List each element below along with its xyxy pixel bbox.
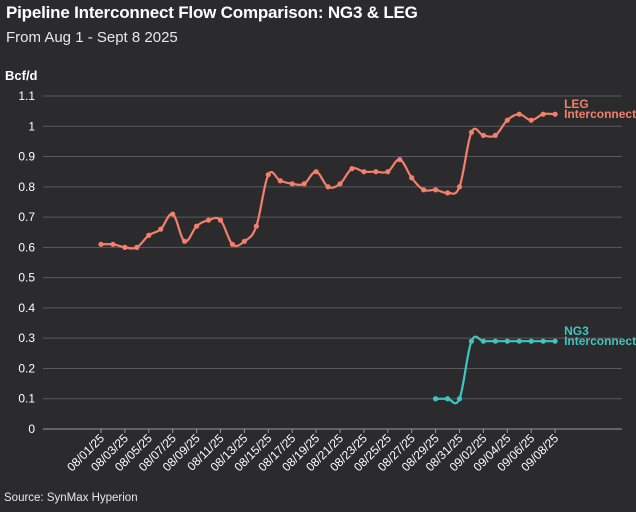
y-tick-label: 0.3 bbox=[18, 331, 35, 345]
ng3-series-line bbox=[435, 335, 556, 405]
leg-series-line bbox=[100, 112, 556, 250]
ng3-data-point bbox=[528, 338, 534, 344]
leg-data-point bbox=[170, 211, 176, 217]
ng3-data-point bbox=[552, 338, 558, 344]
leg-data-point bbox=[409, 175, 415, 181]
y-tick-label: 0.7 bbox=[18, 210, 35, 224]
grid-lines bbox=[43, 95, 622, 430]
ng3-data-point bbox=[433, 396, 439, 402]
ng3-data-point bbox=[480, 338, 486, 344]
leg-data-point bbox=[313, 169, 319, 175]
leg-series-label: LEG bbox=[564, 97, 589, 111]
y-tick-label: 1.1 bbox=[18, 89, 35, 103]
y-tick-label: 0.1 bbox=[18, 392, 35, 406]
leg-data-point bbox=[277, 178, 283, 184]
leg-data-point bbox=[301, 181, 307, 187]
leg-data-point bbox=[456, 184, 463, 190]
y-tick-label: 0.6 bbox=[18, 240, 35, 254]
y-axis-label: Bcf/d bbox=[5, 68, 38, 83]
leg-data-point bbox=[528, 117, 534, 123]
leg-data-point bbox=[444, 190, 451, 196]
leg-data-point bbox=[217, 217, 224, 223]
leg-data-point bbox=[146, 232, 152, 238]
leg-data-point bbox=[325, 184, 331, 190]
chart-subtitle: From Aug 1 - Sept 8 2025 bbox=[6, 29, 178, 46]
ng3-data-point bbox=[504, 338, 510, 344]
leg-data-point bbox=[229, 241, 236, 247]
y-tick-label: 0.5 bbox=[18, 271, 35, 285]
leg-data-point bbox=[361, 169, 367, 175]
leg-data-point bbox=[265, 172, 271, 178]
leg-data-point bbox=[480, 132, 486, 138]
leg-data-point bbox=[337, 181, 343, 187]
y-tick-label: 0.2 bbox=[18, 361, 35, 375]
leg-data-point bbox=[134, 244, 140, 250]
leg-data-point bbox=[552, 111, 558, 117]
x-axis-ticks: 08/01/2508/03/2508/05/2508/07/2508/09/25… bbox=[64, 429, 561, 474]
source-note: Source: SynMax Hyperion bbox=[4, 492, 138, 504]
ng3-data-point bbox=[468, 338, 475, 344]
leg-data-point bbox=[194, 223, 200, 229]
y-tick-label: 0.4 bbox=[18, 301, 35, 315]
y-tick-label: 0.8 bbox=[18, 180, 35, 194]
leg-data-point bbox=[540, 111, 546, 117]
leg-data-point bbox=[253, 223, 259, 229]
leg-data-point bbox=[158, 226, 164, 232]
chart-title: Pipeline Interconnect Flow Comparison: N… bbox=[6, 3, 418, 22]
leg-data-point bbox=[110, 241, 116, 247]
leg-data-point bbox=[98, 241, 104, 247]
leg-data-point bbox=[385, 169, 391, 175]
leg-data-point bbox=[516, 111, 522, 117]
y-axis-ticks: 0 0.1 0.2 0.3 0.4 0.5 0.6 0.7 0.8 0.9 1 1.1 bbox=[18, 89, 35, 436]
series-group bbox=[98, 111, 558, 405]
leg-data-point bbox=[421, 187, 427, 193]
leg-data-point bbox=[289, 181, 295, 187]
leg-data-point bbox=[349, 166, 355, 172]
leg-data-point bbox=[433, 187, 439, 193]
ng3-series-label: Interconnect bbox=[564, 334, 636, 348]
y-tick-label: 1 bbox=[28, 119, 35, 133]
leg-data-point bbox=[492, 132, 498, 138]
leg-data-point bbox=[182, 238, 188, 244]
leg-data-point bbox=[122, 244, 128, 250]
ng3-series-label: NG3 bbox=[564, 324, 589, 338]
y-tick-label: 0 bbox=[28, 422, 35, 436]
y-tick-label: 0.9 bbox=[18, 150, 35, 164]
ng3-data-point bbox=[492, 338, 498, 344]
leg-data-point bbox=[504, 117, 510, 123]
ng3-data-point bbox=[540, 338, 546, 344]
leg-data-point bbox=[397, 156, 403, 163]
ng3-data-point bbox=[516, 338, 522, 344]
ng3-data-point bbox=[456, 396, 463, 402]
ng3-data-point bbox=[444, 396, 451, 402]
leg-series-label: Interconnect bbox=[564, 107, 636, 121]
leg-data-point bbox=[468, 129, 475, 135]
leg-data-point bbox=[241, 238, 247, 244]
leg-data-point bbox=[373, 169, 379, 175]
leg-data-point bbox=[205, 217, 212, 223]
